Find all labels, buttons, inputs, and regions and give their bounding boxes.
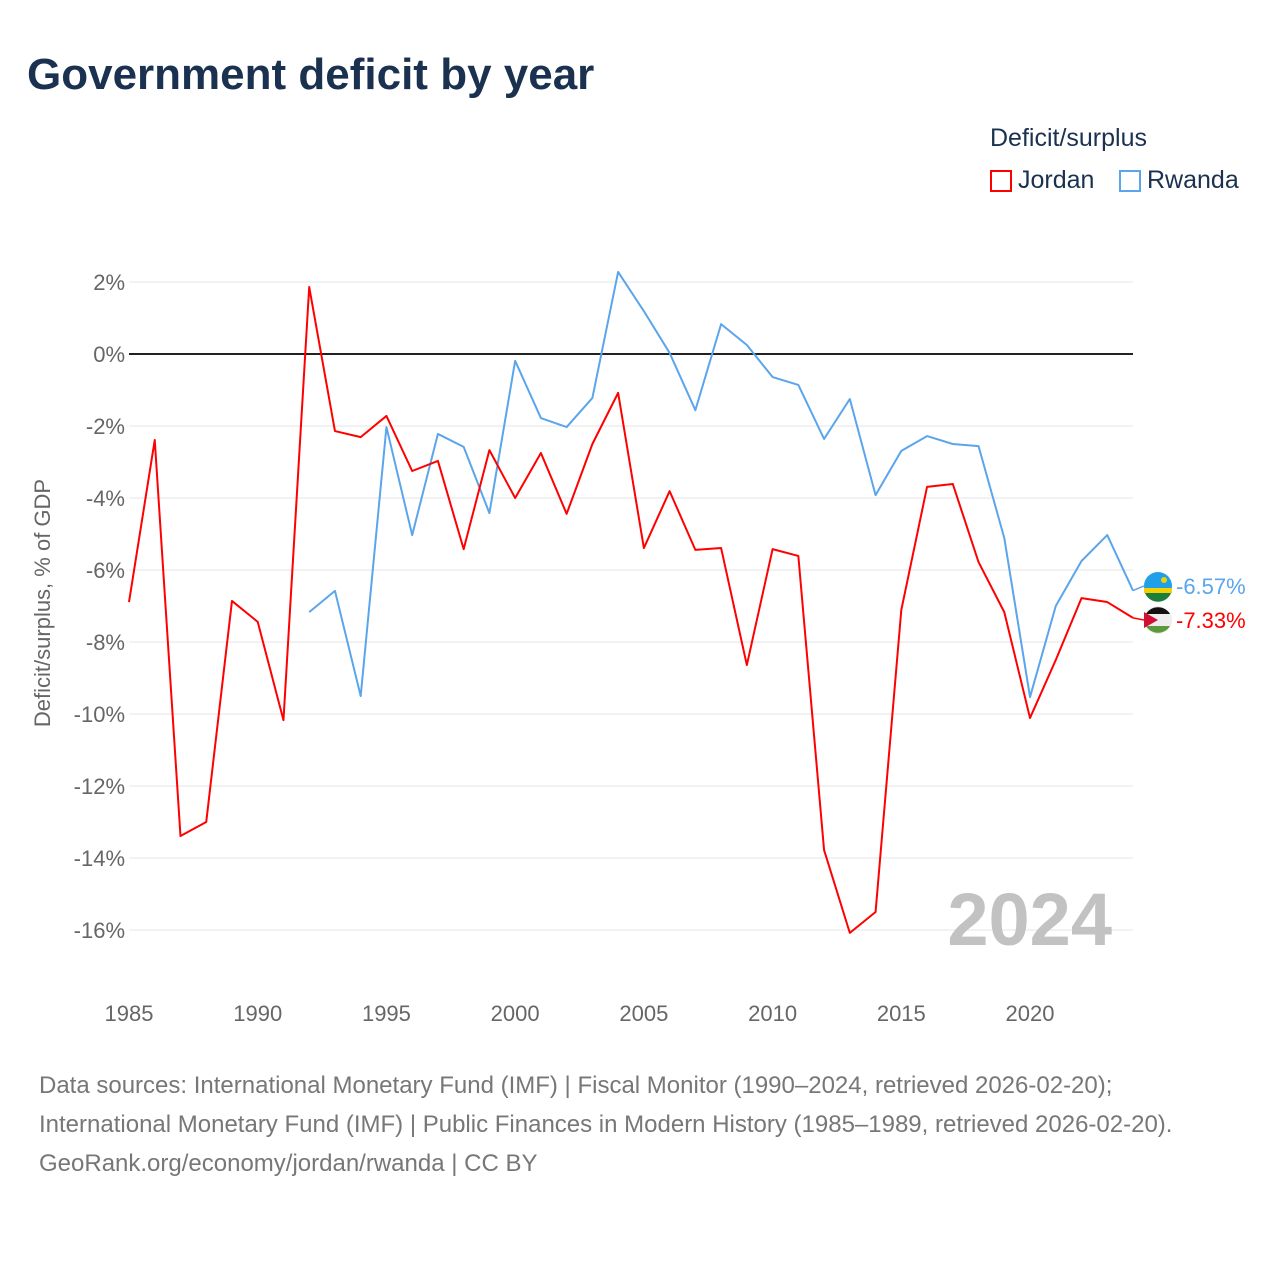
legend-item-jordan[interactable]: Jordan <box>990 166 1094 195</box>
end-value-label-rwanda: -6.57% <box>1176 574 1246 599</box>
x-tick-label: 1995 <box>362 1001 411 1026</box>
legend-swatch-rwanda <box>1119 169 1141 192</box>
jordan-flag-triangle <box>1144 612 1158 628</box>
year-watermark: 2024 <box>947 878 1112 961</box>
y-tick-label: 0% <box>93 342 125 367</box>
rwanda-flag-stripe <box>1144 588 1172 593</box>
end-value-label-jordan: -7.33% <box>1176 608 1246 633</box>
rwanda-flag-sun <box>1161 577 1167 583</box>
end-connector <box>1132 617 1145 621</box>
sources: Data sources: International Monetary Fun… <box>39 1066 1239 1183</box>
x-tick-label: 2000 <box>491 1001 540 1026</box>
y-tick-label: -8% <box>86 630 125 655</box>
y-tick-label: 2% <box>93 270 125 295</box>
legend-item-rwanda[interactable]: Rwanda <box>1119 166 1239 195</box>
rwanda-flag-stripe <box>1145 593 1171 602</box>
legend-label-rwanda: Rwanda <box>1147 166 1239 194</box>
y-tick-label: -2% <box>86 414 125 439</box>
chart-title: Government deficit by year <box>27 50 595 99</box>
legend-label-jordan: Jordan <box>1018 166 1095 194</box>
x-tick-label: 2005 <box>619 1001 668 1026</box>
y-tick-label: -16% <box>74 918 125 943</box>
series-line-rwanda <box>308 270 1134 699</box>
jordan-flag-stripe <box>1146 607 1170 614</box>
y-tick-label: -4% <box>86 486 125 511</box>
y-tick-label: -12% <box>74 774 125 799</box>
attribution-link[interactable]: GeoRank.org/economy/jordan/rwanda | CC B… <box>39 1150 538 1177</box>
x-tick-label: 1990 <box>233 1001 282 1026</box>
series-line-jordan <box>128 286 1134 934</box>
x-tick-label: 2020 <box>1006 1001 1055 1026</box>
y-tick-label: -10% <box>74 702 125 727</box>
end-connector <box>1132 585 1145 592</box>
x-tick-label: 2015 <box>877 1001 926 1026</box>
y-axis-label: Deficit/surplus, % of GDP <box>30 479 55 727</box>
legend-title: Deficit/surplus <box>990 124 1147 152</box>
x-tick-label: 1985 <box>105 1001 154 1026</box>
sources-text: Data sources: International Monetary Fun… <box>39 1072 1173 1138</box>
y-tick-label: -14% <box>74 846 125 871</box>
legend-swatch-jordan <box>990 169 1012 192</box>
x-tick-label: 2010 <box>748 1001 797 1026</box>
jordan-flag-stripe <box>1146 626 1170 633</box>
y-tick-label: -6% <box>86 558 125 583</box>
